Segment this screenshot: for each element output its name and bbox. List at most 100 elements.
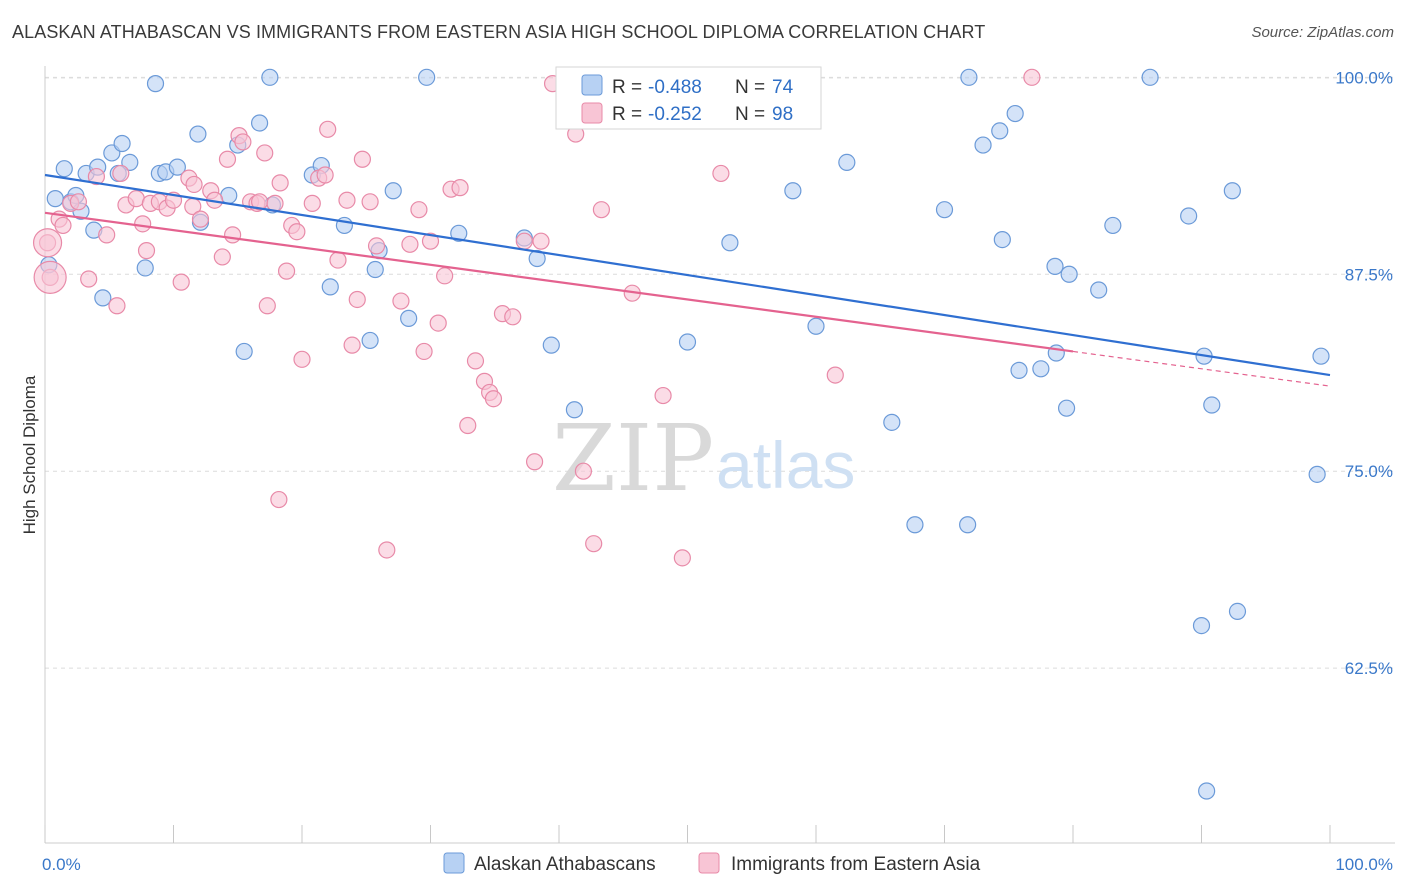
legend-r-label-1: R =: [612, 77, 642, 98]
point-immigrants-eastern-asia: [303, 194, 321, 212]
x-tick-label: 0.0%: [42, 855, 81, 874]
point-alaskan-athabascans: [1312, 347, 1330, 365]
point-immigrants-eastern-asia: [329, 251, 347, 269]
point-immigrants-eastern-asia: [108, 297, 126, 315]
point-alaskan-athabascans: [1032, 360, 1050, 378]
point-immigrants-eastern-asia: [378, 541, 396, 559]
point-immigrants-eastern-asia: [293, 350, 311, 368]
correlation-legend: R = -0.488 N = 74 R = -0.252 N = 98: [555, 66, 822, 130]
point-immigrants-eastern-asia: [504, 308, 522, 326]
point-alaskan-athabascans: [528, 249, 546, 268]
point-immigrants-eastern-asia: [256, 144, 274, 162]
point-immigrants-eastern-asia: [673, 549, 691, 567]
axis-layer: 62.5% 75.0% 87.5% 100.0% 0.0% 100.0%: [42, 66, 1395, 874]
point-immigrants-eastern-asia: [213, 248, 231, 266]
y-tick-label: 62.5%: [1345, 659, 1393, 678]
y-axis-title: High School Diploma: [20, 375, 39, 534]
point-immigrants-eastern-asia: [353, 150, 371, 168]
point-alaskan-athabascans: [1203, 396, 1221, 414]
point-immigrants-eastern-asia: [436, 267, 454, 285]
point-immigrants-eastern-asia: [172, 273, 190, 291]
point-alaskan-athabascans: [1060, 265, 1078, 283]
point-immigrants-eastern-asia: [338, 191, 356, 209]
point-immigrants-eastern-asia: [585, 535, 603, 553]
point-alaskan-athabascans: [1228, 602, 1247, 621]
point-immigrants-eastern-asia: [54, 216, 72, 235]
point-alaskan-athabascans: [906, 516, 924, 534]
point-alaskan-athabascans: [1104, 216, 1122, 235]
point-alaskan-athabascans: [1141, 68, 1159, 86]
point-alaskan-athabascans: [168, 158, 186, 176]
point-alaskan-athabascans: [55, 160, 73, 178]
series-legend-swatch-blue: [443, 852, 465, 874]
legend-r-label-2: R =: [612, 104, 642, 125]
point-alaskan-athabascans: [46, 190, 64, 208]
series-legend: Alaskan Athabascans Immigrants from East…: [443, 852, 981, 875]
y-tick-label: 75.0%: [1345, 462, 1393, 481]
point-alaskan-athabascans: [384, 182, 402, 200]
point-immigrants-eastern-asia: [532, 232, 550, 250]
point-alaskan-athabascans: [565, 401, 584, 419]
legend-r-value-1: -0.488: [648, 77, 702, 98]
x-tick-label: 100.0%: [1335, 855, 1393, 874]
point-immigrants-eastern-asia: [343, 336, 361, 354]
point-alaskan-athabascans: [542, 336, 560, 354]
trend-line-alaskan-athabascans: [44, 173, 1331, 377]
point-immigrants-eastern-asia: [654, 386, 672, 405]
point-immigrants-eastern-asia: [271, 174, 289, 192]
point-alaskan-athabascans: [959, 516, 977, 534]
legend-r-value-2: -0.252: [648, 104, 702, 125]
point-immigrants-eastern-asia: [137, 242, 156, 260]
point-immigrants-eastern-asia: [415, 342, 433, 361]
point-alaskan-athabascans: [418, 68, 436, 86]
point-immigrants-eastern-asia: [574, 462, 593, 480]
point-alaskan-athabascans: [838, 153, 856, 172]
chart-source: Source: ZipAtlas.com: [1251, 24, 1394, 41]
point-immigrants-eastern-asia: [525, 453, 544, 471]
point-alaskan-athabascans: [189, 125, 207, 143]
point-immigrants-eastern-asia: [515, 232, 533, 250]
point-alaskan-athabascans: [321, 278, 339, 296]
point-immigrants-eastern-asia: [459, 416, 477, 435]
point-immigrants-eastern-asia: [270, 490, 288, 509]
point-alaskan-athabascans: [1192, 616, 1211, 635]
point-alaskan-athabascans: [366, 260, 384, 279]
point-alaskan-athabascans: [235, 342, 253, 361]
point-immigrants-eastern-asia: [410, 201, 428, 219]
point-immigrants-eastern-asia: [466, 352, 485, 370]
trend-line-immigrants-eastern-asia: [44, 211, 1074, 353]
watermark: ZIP atlas: [552, 405, 855, 512]
point-immigrants-eastern-asia: [451, 179, 469, 197]
point-alaskan-athabascans: [721, 234, 739, 252]
point-alaskan-athabascans: [1006, 104, 1024, 123]
point-immigrants-eastern-asia: [234, 133, 252, 151]
legend-n-label-1: N =: [735, 77, 765, 98]
point-alaskan-athabascans: [784, 182, 802, 200]
legend-n-value-2: 98: [772, 104, 793, 125]
point-immigrants-eastern-asia: [224, 226, 242, 244]
point-alaskan-athabascans: [121, 153, 139, 172]
point-alaskan-athabascans: [991, 122, 1009, 140]
point-immigrants-eastern-asia: [32, 228, 63, 258]
point-immigrants-eastern-asia: [191, 210, 210, 228]
point-alaskan-athabascans: [1010, 361, 1028, 379]
point-alaskan-athabascans: [678, 333, 697, 351]
chart-title: ALASKAN ATHABASCAN VS IMMIGRANTS FROM EA…: [12, 22, 986, 42]
point-immigrants-eastern-asia: [392, 292, 410, 310]
watermark-atlas: atlas: [716, 428, 855, 502]
point-immigrants-eastern-asia: [592, 201, 611, 219]
point-alaskan-athabascans: [1180, 207, 1198, 225]
point-immigrants-eastern-asia: [69, 193, 88, 211]
point-immigrants-eastern-asia: [712, 164, 730, 183]
point-immigrants-eastern-asia: [134, 215, 152, 233]
point-alaskan-athabascans: [136, 259, 154, 277]
point-alaskan-athabascans: [807, 317, 825, 335]
point-immigrants-eastern-asia: [367, 237, 386, 255]
point-immigrants-eastern-asia: [319, 120, 337, 138]
y-tick-label: 100.0%: [1335, 68, 1393, 87]
trend-layer: [44, 173, 1331, 387]
point-alaskan-athabascans: [993, 231, 1011, 249]
point-alaskan-athabascans: [261, 68, 279, 86]
points-layer: [32, 68, 1330, 800]
